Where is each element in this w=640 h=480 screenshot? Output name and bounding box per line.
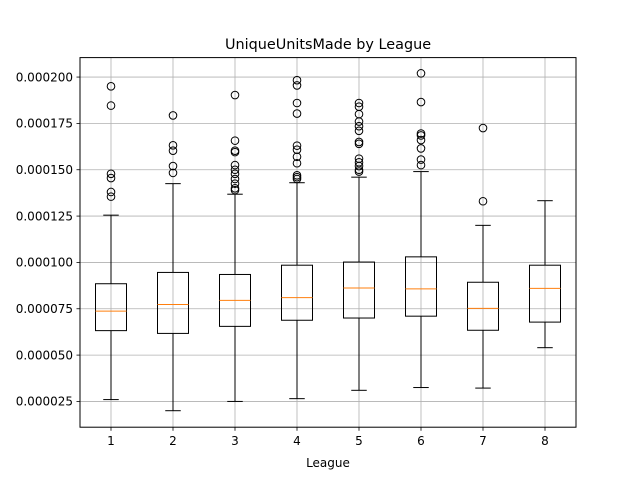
outlier-point [354,161,364,171]
x-tick-label: 4 [293,434,301,448]
outlier-point [292,152,302,162]
outlier-point [292,174,302,184]
outlier-point [416,69,426,78]
outlier-point [168,111,178,120]
x-tick-label: 2 [169,434,177,448]
outlier-point [106,187,116,197]
outlier-point [230,90,240,100]
outlier-point [168,146,178,155]
box-league-6 [405,69,437,389]
outlier-point [354,117,364,126]
outlier-point [354,121,364,131]
outlier-point [292,109,302,118]
outlier-point [168,161,178,171]
box-iqr [157,271,189,334]
outlier-point [292,145,302,155]
outlier-point [416,131,426,140]
box-league-1 [95,82,127,401]
outlier-point [478,196,488,206]
outlier-point [354,98,364,108]
outlier-point [292,75,302,85]
box-iqr [467,281,499,331]
outlier-point [354,167,364,176]
outlier-point [168,140,178,150]
y-tick-label: 0.000200 [16,70,73,84]
y-tick-label: 0.000050 [16,348,73,362]
box-league-8 [529,200,561,349]
outlier-point [106,82,116,91]
outlier-point [168,168,178,178]
y-tick-label: 0.000025 [16,395,73,409]
box-league-2 [157,111,189,412]
outlier-point [354,139,364,149]
outlier-point [230,160,240,170]
x-tick-label: 8 [541,434,549,448]
outlier-point [416,155,426,164]
y-tick-label: 0.000125 [16,209,73,223]
box-league-3 [219,90,251,402]
outlier-point [230,169,240,179]
y-tick-label: 0.000175 [16,117,73,131]
outlier-point [230,179,240,188]
boxes [95,69,561,412]
box-iqr [281,264,313,321]
plot-frame [79,57,577,428]
outlier-point [230,165,240,175]
outlier-point [106,101,116,110]
outlier-point [478,123,488,133]
x-axis-label: League [306,456,350,470]
outlier-point [416,97,426,107]
outlier-point [106,169,116,179]
box-league-5 [343,98,375,391]
x-tick-label: 7 [479,434,487,448]
axis-ticks: 1 2 3 4 5 6 7 8 0.000025 0.000050 0.000075 0.000100… [16,70,549,448]
outlier-point [230,147,240,157]
y-tick-label: 0.000100 [16,256,73,270]
outlier-point [354,126,364,136]
outlier-point [292,158,302,168]
box-iqr [95,283,127,332]
outlier-point [230,185,240,195]
outlier-point [292,81,302,90]
y-tick-label: 0.000150 [16,163,73,177]
y-tick-label: 0.000075 [16,302,73,316]
outlier-point [416,160,426,170]
chart-title: UniqueUnitsMade by League [225,37,431,53]
x-tick-label: 5 [355,434,363,448]
x-tick-label: 3 [231,434,239,448]
box-iqr [529,264,561,323]
outlier-point [106,173,116,183]
outlier-point [292,141,302,150]
outlier-point [230,136,240,145]
box-iqr [405,256,437,317]
outlier-point [292,98,302,108]
x-tick-label: 6 [417,434,425,448]
x-tick-label: 1 [107,434,115,448]
box-iqr [343,261,375,319]
outlier-point [230,174,240,184]
outlier-point [416,135,426,145]
outlier-point [416,144,426,153]
box-league-7 [467,123,499,389]
outlier-point [106,192,116,201]
box-league-4 [281,75,313,400]
